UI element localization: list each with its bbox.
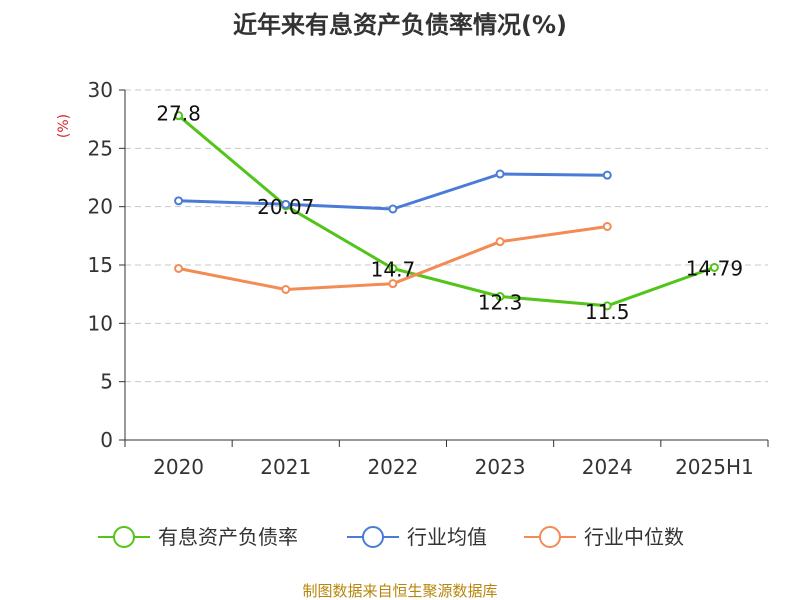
data-point (388, 204, 398, 214)
data-labels: 27.8 20.07 14.7 12.3 11.5 14.79 (156, 102, 743, 324)
y-tick-label: 15 (88, 253, 113, 277)
legend[interactable]: 有息资产负债率 行业均值 行业中位数 (98, 525, 684, 549)
data-point (281, 199, 291, 209)
y-tick-label: 20 (88, 195, 113, 219)
legend-marker (113, 526, 135, 548)
data-point (495, 292, 505, 301)
x-tick-label: 2020 (153, 455, 204, 479)
data-point (602, 170, 612, 180)
chart-title: 近年来有息资产负债率情况(%) (233, 11, 567, 39)
source-note: 制图数据来自恒生聚源数据库 (302, 582, 497, 600)
data-point (174, 264, 184, 273)
data-label: 11.5 (585, 300, 630, 324)
y-tick-label: 5 (100, 370, 113, 394)
data-point (602, 301, 612, 311)
x-tick-label: 2024 (582, 455, 633, 479)
x-tick-label: 2021 (260, 455, 311, 479)
y-axis-unit-label: (%) (56, 114, 72, 138)
legend-marker (539, 526, 561, 548)
gridlines (125, 89, 768, 383)
legend-label: 行业均值 (407, 525, 487, 549)
x-tick-label: 2023 (475, 455, 526, 479)
y-tick-label: 0 (100, 428, 113, 452)
data-point (602, 222, 612, 231)
axes: 0 5 10 15 20 25 30 2020 2021 2022 2023 2024 2025H1 (88, 78, 769, 479)
y-tick-label: 25 (88, 136, 113, 160)
series-lines (174, 111, 719, 311)
legend-marker (362, 526, 384, 548)
data-label: 12.3 (478, 291, 523, 315)
data-point (495, 169, 505, 179)
legend-item-2[interactable]: 行业中位数 (524, 525, 684, 549)
series-line-0 (177, 114, 716, 308)
legend-item-0[interactable]: 有息资产负债率 (98, 525, 298, 549)
data-label: 20.07 (257, 195, 314, 219)
data-point (388, 264, 398, 273)
y-tick-label: 30 (88, 78, 113, 102)
data-point (174, 111, 184, 121)
legend-item-1[interactable]: 行业均值 (347, 525, 487, 549)
data-label: 14.7 (371, 258, 416, 282)
data-label: 14.79 (686, 256, 743, 280)
data-point (174, 196, 184, 206)
x-tick-label: 2022 (367, 455, 418, 479)
data-point (709, 262, 719, 272)
series-line-1 (177, 172, 609, 211)
x-tick-label: 2025H1 (675, 455, 754, 479)
data-point (388, 279, 398, 289)
data-point (281, 285, 291, 294)
y-tick-label: 10 (88, 311, 113, 335)
legend-label: 行业中位数 (584, 525, 684, 549)
data-label: 27.8 (156, 102, 201, 126)
data-point (495, 237, 505, 247)
legend-label: 有息资产负债率 (158, 525, 298, 549)
